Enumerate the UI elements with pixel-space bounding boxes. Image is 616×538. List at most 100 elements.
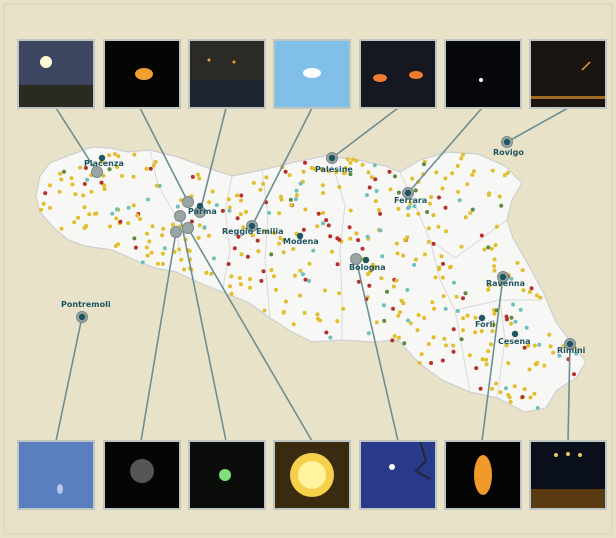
sighting-dot	[102, 183, 107, 188]
sighting-dot	[177, 247, 182, 252]
sighting-dot	[279, 197, 284, 202]
sighting-dot	[94, 211, 99, 216]
sighting-dot	[431, 335, 436, 340]
sighting-dot	[442, 336, 447, 341]
sighting-dot	[220, 208, 225, 213]
sighting-dot	[120, 173, 125, 178]
sighting-dot	[262, 308, 267, 313]
photo-top-3	[273, 39, 351, 109]
sighting-dot	[373, 177, 378, 182]
sighting-dot	[396, 206, 401, 211]
sighting-dot	[315, 312, 320, 317]
sighting-dot	[456, 189, 461, 194]
sighting-dot	[226, 262, 231, 266]
city-rimini: Rimini	[557, 340, 586, 355]
sighting-dot	[505, 170, 510, 175]
city-forl-: Forlì	[475, 314, 495, 329]
sighting-dot	[373, 199, 378, 204]
connector-13	[567, 343, 571, 442]
sighting-dot	[303, 160, 307, 165]
sighting-dot	[354, 158, 359, 163]
sighting-dot	[319, 167, 324, 172]
sighting-dot	[70, 182, 75, 187]
sighting-dot	[490, 386, 495, 391]
sighting-dot	[131, 174, 136, 179]
sighting-dot	[107, 167, 112, 172]
sighting-dot	[182, 267, 187, 272]
sighting-dot	[431, 241, 436, 246]
city-palesine: Palesine	[315, 154, 353, 174]
sighting-dot	[504, 343, 509, 348]
sighting-dot	[330, 249, 334, 254]
sighting-dot	[316, 211, 321, 216]
sighting-dot	[147, 239, 152, 244]
sighting-dot	[82, 205, 87, 210]
city-marker	[404, 189, 412, 197]
sighting-dot	[341, 306, 346, 311]
city-marker	[362, 256, 370, 264]
sighting-dot	[419, 352, 424, 357]
sighting-dot	[394, 278, 399, 283]
photo-bottom-2	[188, 440, 266, 510]
sighting-dot	[439, 254, 444, 259]
sighting-dot	[393, 174, 397, 179]
sighting-dot	[470, 207, 475, 212]
sighting-dot	[463, 215, 468, 220]
sighting-dot	[416, 313, 421, 317]
sighting-dot	[391, 306, 395, 311]
sighting-dot	[490, 329, 495, 334]
photo-top-2	[188, 39, 266, 109]
sighting-dot	[114, 207, 119, 212]
sighting-dot	[366, 272, 370, 277]
sighting-dot	[365, 234, 370, 239]
sighting-dot	[256, 249, 261, 254]
sighting-dot	[328, 335, 333, 340]
city-marker	[499, 273, 507, 281]
sighting-dot	[376, 208, 381, 212]
connector-5	[407, 107, 483, 194]
sighting-dots	[39, 152, 579, 410]
sighting-dot	[337, 291, 342, 296]
sighting-dot	[372, 163, 377, 168]
sighting-dot	[360, 162, 365, 167]
sighting-dot	[522, 387, 527, 392]
connector-3	[251, 107, 313, 227]
sighting-dot	[413, 257, 418, 262]
sighting-dot	[479, 233, 484, 238]
city-ravenna: Ravenna	[486, 273, 525, 288]
sighting-dot	[145, 231, 149, 236]
sighting-dot	[160, 251, 165, 256]
city-label: Cesena	[498, 337, 531, 346]
sighting-dot	[170, 222, 175, 227]
sighting-dot	[533, 362, 538, 367]
sighting-dot	[378, 211, 383, 216]
photo-bottom-3	[273, 440, 351, 510]
sighting-dot	[426, 240, 431, 244]
sighting-dot	[463, 291, 468, 296]
sighting-dot	[148, 166, 153, 171]
sighting-dot	[542, 363, 547, 368]
sighting-dot	[175, 204, 180, 209]
sighting-dot	[59, 177, 64, 182]
city-rovigo: Rovigo	[493, 138, 524, 157]
city-marker	[566, 340, 574, 348]
sighting-dot	[315, 316, 320, 321]
sighting-dot	[366, 331, 371, 336]
sighting-dot	[535, 406, 540, 410]
sighting-dot	[385, 289, 389, 294]
sighting-dot	[527, 367, 532, 372]
city-label: Forlì	[475, 320, 495, 329]
sighting-dot	[251, 233, 255, 238]
sighting-dot	[490, 168, 495, 173]
sighting-dot	[402, 341, 407, 346]
sighting-dot	[350, 157, 355, 162]
sighting-dot	[302, 310, 307, 315]
sighting-dot	[413, 188, 418, 193]
sighting-dot	[486, 349, 491, 354]
sighting-dot	[288, 197, 293, 202]
sighting-dot	[529, 286, 534, 291]
photo-top-1	[103, 39, 181, 109]
sighting-dot	[506, 361, 511, 366]
sighting-dot	[196, 235, 201, 240]
sighting-dot	[144, 245, 149, 250]
